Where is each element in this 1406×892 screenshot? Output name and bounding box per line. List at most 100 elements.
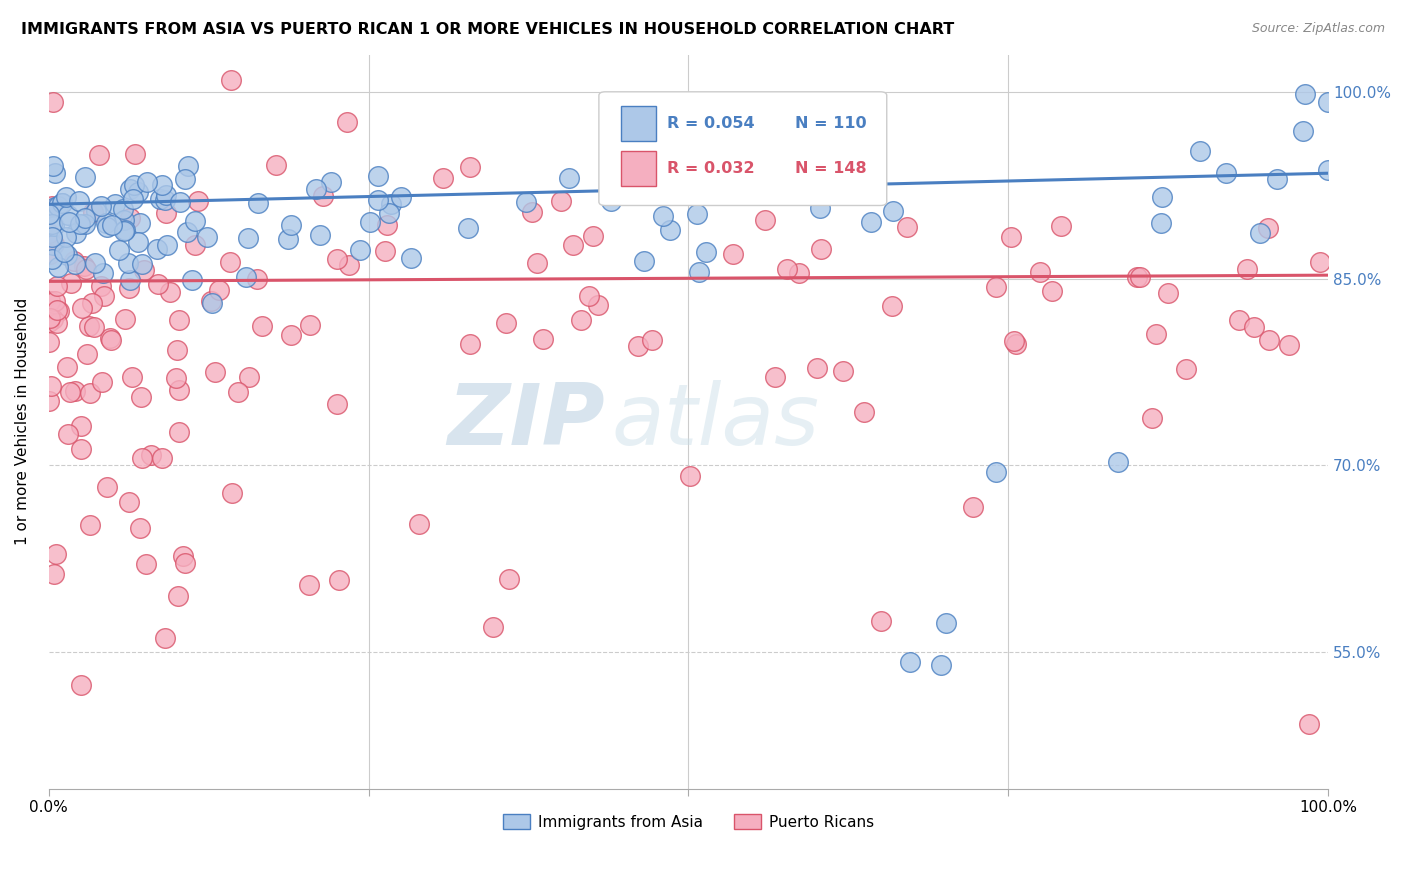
Point — [754, 213, 776, 227]
Point — [59, 276, 82, 290]
Point — [280, 218, 302, 232]
Point — [53, 245, 76, 260]
Point — [128, 216, 150, 230]
Point — [70, 301, 93, 315]
Point — [44, 200, 66, 214]
Point — [458, 160, 481, 174]
Point — [498, 572, 520, 586]
Point — [380, 196, 402, 211]
Point — [935, 616, 957, 631]
Point — [155, 206, 177, 220]
Point — [83, 255, 105, 269]
Point — [1257, 333, 1279, 347]
Point — [1126, 270, 1149, 285]
Point — [808, 201, 831, 215]
Point — [73, 169, 96, 184]
Point — [1243, 319, 1265, 334]
Point — [929, 658, 952, 673]
Point — [896, 219, 918, 234]
Point — [90, 199, 112, 213]
Point — [520, 205, 543, 219]
Text: N = 110: N = 110 — [794, 116, 866, 131]
Point — [219, 255, 242, 269]
Point — [408, 516, 430, 531]
Point — [38, 311, 60, 326]
Point — [432, 170, 454, 185]
Point — [56, 248, 79, 262]
Point — [118, 281, 141, 295]
Point — [153, 631, 176, 645]
Point — [1317, 162, 1340, 177]
Point — [118, 211, 141, 225]
Point — [359, 214, 381, 228]
Point — [166, 589, 188, 603]
Point — [42, 159, 65, 173]
Point — [38, 394, 60, 409]
Text: atlas: atlas — [612, 380, 820, 463]
Point — [134, 263, 156, 277]
Point — [325, 397, 347, 411]
Point — [375, 218, 398, 232]
Point — [321, 175, 343, 189]
Bar — [620, 152, 657, 186]
Point — [141, 448, 163, 462]
Point — [1257, 221, 1279, 235]
Point — [1291, 124, 1313, 138]
Point — [112, 202, 135, 216]
Point — [44, 166, 66, 180]
Point — [557, 170, 579, 185]
Point — [39, 379, 62, 393]
Point — [1298, 717, 1320, 731]
Point — [75, 211, 97, 225]
Point — [91, 266, 114, 280]
Point — [550, 194, 572, 208]
Point — [69, 442, 91, 456]
Point — [389, 190, 412, 204]
Point — [309, 228, 332, 243]
Point — [45, 547, 67, 561]
Point — [38, 335, 60, 350]
Point — [51, 196, 73, 211]
Point — [335, 115, 357, 129]
Point — [1249, 227, 1271, 241]
Point — [167, 384, 190, 398]
Point — [880, 299, 903, 313]
Point — [962, 500, 984, 514]
Point — [1040, 284, 1063, 298]
Point — [55, 230, 77, 244]
Point — [63, 384, 86, 398]
Point — [70, 419, 93, 434]
Point — [787, 266, 810, 280]
Point — [1294, 87, 1316, 101]
Point — [90, 278, 112, 293]
Point — [90, 375, 112, 389]
Point — [184, 213, 207, 227]
Point — [201, 296, 224, 310]
Point — [586, 298, 609, 312]
Point — [860, 215, 883, 229]
Point — [38, 226, 60, 240]
Point — [1150, 190, 1173, 204]
Point — [305, 181, 328, 195]
Point — [94, 216, 117, 230]
Point — [776, 261, 799, 276]
Point — [633, 253, 655, 268]
Point — [121, 193, 143, 207]
Point — [1265, 171, 1288, 186]
Point — [686, 207, 709, 221]
Point — [298, 318, 321, 332]
Point — [561, 237, 583, 252]
Point — [169, 194, 191, 209]
Point — [93, 289, 115, 303]
Point — [41, 218, 63, 232]
Point — [458, 337, 481, 351]
Point — [165, 371, 187, 385]
Point — [41, 230, 63, 244]
Point — [75, 262, 97, 277]
Point — [482, 620, 505, 634]
Point — [114, 312, 136, 326]
Point — [526, 256, 548, 270]
Point — [136, 175, 159, 189]
Point — [84, 203, 107, 218]
Point — [984, 280, 1007, 294]
